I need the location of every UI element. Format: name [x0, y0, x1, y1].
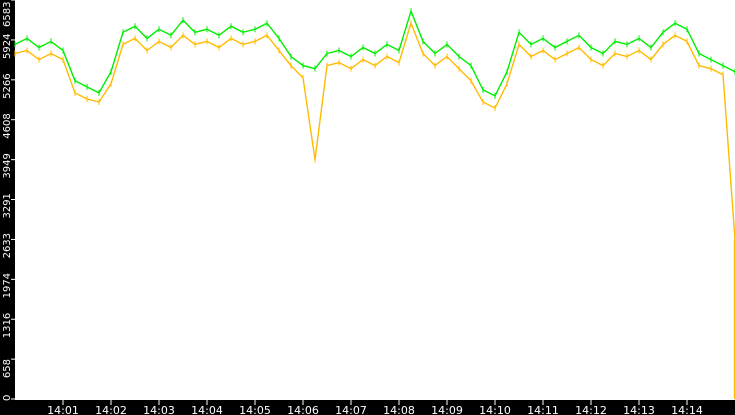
x-axis-band — [0, 400, 735, 415]
x-tick-label: 14:13 — [623, 404, 655, 415]
x-tick-label: 14:07 — [335, 404, 367, 415]
y-tick-label: 1974 — [2, 273, 13, 298]
x-tick-label: 14:02 — [95, 404, 127, 415]
y-axis-band — [0, 0, 15, 415]
x-tick-label: 14:10 — [479, 404, 511, 415]
y-tick-label: 2633 — [2, 233, 13, 258]
ticks-layer: 0 658 1316 1974 2633 3291 3949 4608 5266 5924 6583… — [2, 0, 703, 415]
x-tick-label: 14:06 — [287, 404, 319, 415]
y-tick-label: 6583 — [2, 2, 13, 27]
x-tick-label: 14:09 — [431, 404, 463, 415]
x-tick-label: 14:11 — [527, 404, 559, 415]
x-tick-label: 14:14 — [671, 404, 703, 415]
y-tick-label: 4608 — [2, 113, 13, 138]
x-tick-label: 14:01 — [47, 404, 79, 415]
x-tick-label: 14:03 — [143, 404, 175, 415]
x-tick-label: 14:08 — [383, 404, 415, 415]
y-tick-label: 5924 — [2, 33, 13, 58]
y-tick-label: 658 — [2, 359, 13, 378]
x-tick-label: 14:04 — [191, 404, 223, 415]
x-tick-label: 14:05 — [239, 404, 271, 415]
y-tick-label: 5266 — [2, 73, 13, 98]
x-tick-label: 14:12 — [575, 404, 607, 415]
y-tick-label: 3949 — [2, 153, 13, 178]
y-tick-label: 1316 — [2, 313, 13, 338]
y-tick-label: 3291 — [2, 193, 13, 218]
y-tick-label: 0 — [2, 395, 13, 401]
